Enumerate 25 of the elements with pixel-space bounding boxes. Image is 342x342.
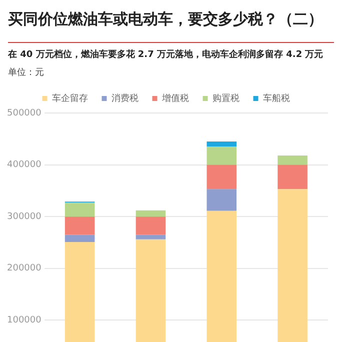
y-tick-label: 300000	[6, 212, 42, 222]
y-tick-label: 500000	[6, 108, 42, 118]
chart-title: 买同价位燃油车或电动车，要交多少税？（二）	[8, 10, 323, 29]
bar	[206, 146, 237, 165]
bar	[206, 141, 237, 147]
legend-label: 增值税	[160, 92, 189, 104]
text: 单位：元	[8, 66, 44, 79]
y-tick-label: 100000	[6, 316, 42, 326]
bar	[136, 234, 166, 240]
chart-subtitle: 在 40 万元档位，燃油车要多花 2.7 万元落地，电动车企利润多留存 4.2 万元	[8, 48, 324, 61]
bar	[64, 216, 95, 235]
bar	[206, 164, 237, 190]
bar	[64, 234, 95, 242]
legend-label: 购置税	[212, 92, 240, 104]
bar	[206, 189, 237, 211]
y-tick-label: 200000	[6, 264, 42, 274]
y-tick-label: 400000	[6, 160, 42, 170]
bar	[136, 216, 166, 235]
bar	[136, 210, 166, 217]
bar	[278, 155, 308, 165]
bar	[278, 164, 308, 190]
bar	[64, 202, 95, 217]
legend-label: 车企留存	[52, 92, 88, 104]
legend-label: 车船税	[262, 92, 290, 104]
legend-label: 消费税	[111, 92, 138, 104]
